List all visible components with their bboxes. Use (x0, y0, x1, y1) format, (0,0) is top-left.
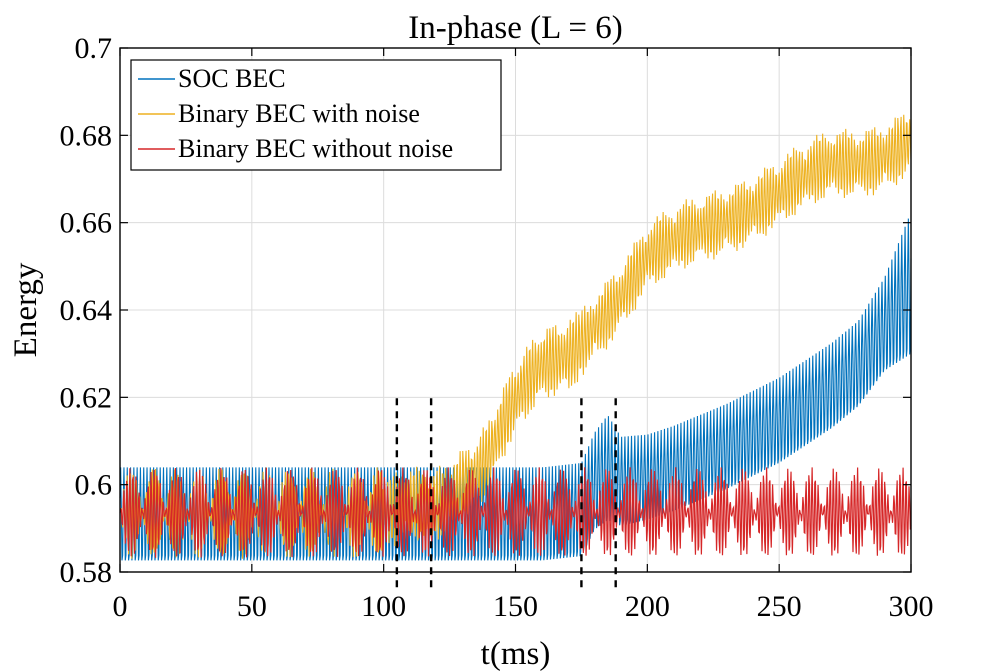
legend: SOC BEC Binary BEC with noise Binary BEC w… (130, 59, 502, 171)
tick-layer: 0 50 100 150 200 250 300 0.58 0.6 0.62 0.64 0.66 0.6… (60, 32, 934, 623)
marker-layer (395, 395, 617, 588)
x-tick-label: 200 (625, 590, 670, 623)
legend-entry-label: Binary BEC without noise (178, 134, 453, 163)
y-tick-label: 0.62 (60, 381, 113, 414)
x-tick-label: 250 (757, 590, 802, 623)
y-tick-label: 0.7 (75, 32, 113, 65)
y-tick-label: 0.66 (60, 207, 113, 240)
x-tick-label: 100 (361, 590, 406, 623)
legend-entry-label: SOC BEC (178, 64, 286, 93)
legend-entry-label: Binary BEC with noise (178, 99, 420, 128)
x-tick-label: 300 (889, 590, 934, 623)
y-tick-label: 0.68 (60, 119, 113, 152)
y-tick-label: 0.58 (60, 556, 113, 589)
x-tick-label: 50 (237, 590, 267, 623)
legend-box (130, 59, 502, 171)
x-axis-label: t(ms) (481, 636, 551, 672)
series-binary-no-noise-line (119, 467, 912, 558)
series-layer (119, 114, 912, 561)
chart-title: In-phase (L = 6) (408, 10, 622, 46)
x-tick-label: 0 (113, 590, 128, 623)
x-tick-label: 150 (493, 590, 538, 623)
y-tick-label: 0.6 (75, 469, 113, 502)
y-axis-label: Energy (8, 262, 44, 357)
y-tick-label: 0.64 (60, 294, 113, 327)
